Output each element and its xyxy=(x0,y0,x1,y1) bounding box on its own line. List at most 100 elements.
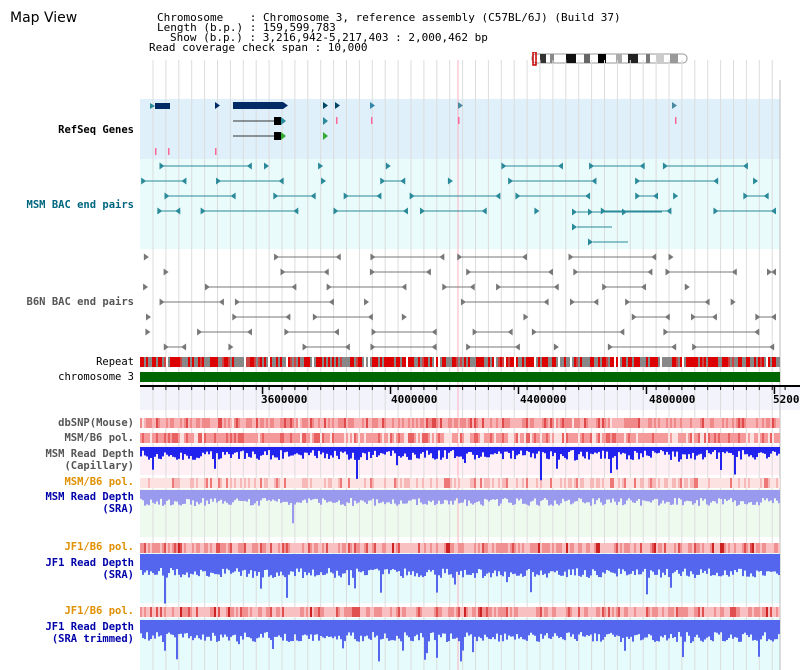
jf1-trimmed-depth xyxy=(220,620,222,635)
msm-pol2-cell xyxy=(656,478,658,488)
jf1-trimmed-depth xyxy=(412,620,414,642)
jf1-sra-depth xyxy=(494,554,496,571)
dbsnp-cell xyxy=(726,418,728,428)
jf1-pol-cell xyxy=(464,543,466,553)
jf1-pol-cell xyxy=(402,543,404,553)
track-label-refseq[interactable]: RefSeq Genes xyxy=(58,124,134,136)
repeat-segment xyxy=(640,357,642,367)
dbsnp-cell xyxy=(576,418,578,428)
jf1-pol-cell xyxy=(692,543,694,553)
jf1-pol-cell xyxy=(466,543,468,553)
track-label-repeat: Repeat xyxy=(96,356,134,368)
dbsnp-cell xyxy=(560,418,562,428)
msm-sra-depth xyxy=(546,490,548,500)
jf1-pol-cell xyxy=(416,543,418,553)
msm-capillary-depth xyxy=(448,447,450,453)
repeat-segment xyxy=(230,357,232,367)
msm-pol2-cell xyxy=(678,478,680,488)
msm-pol-cell xyxy=(646,433,648,443)
msm-pol2-cell xyxy=(360,478,362,488)
repeat-segment xyxy=(562,357,564,367)
jf1-sra-depth xyxy=(262,554,264,578)
msm-sra-depth xyxy=(176,490,178,502)
jf1-pol-cell xyxy=(338,543,340,553)
jf1-pol2-cell xyxy=(650,607,652,617)
msm-sra-depth xyxy=(624,490,626,505)
dbsnp-cell xyxy=(528,418,530,428)
jf1-sra-depth xyxy=(370,554,372,570)
track-label-msm-depth-sra[interactable]: MSM Read Depth xyxy=(45,491,134,503)
track-label-dbsnp[interactable]: dbSNP(Mouse) xyxy=(58,417,134,429)
repeat-segment xyxy=(714,357,716,367)
track-label-msm-b6-pol[interactable]: MSM/B6 pol. xyxy=(64,432,134,444)
repeat-segment xyxy=(730,357,732,367)
jf1-pol-cell xyxy=(682,543,684,553)
jf1-pol-cell xyxy=(166,543,168,553)
msm-sra-depth xyxy=(696,490,698,501)
jf1-sra-depth xyxy=(678,554,680,574)
msm-pol2-cell xyxy=(590,478,592,488)
track-label-jf1-b6-pol[interactable]: JF1/B6 pol. xyxy=(64,541,134,553)
msm-sra-depth xyxy=(466,490,468,506)
jf1-sra-depth xyxy=(156,554,158,575)
msm-pol-cell xyxy=(678,433,680,443)
track-label-msm-b6-pol-2[interactable]: MSM/B6 pol. xyxy=(64,476,134,488)
jf1-pol-cell xyxy=(334,543,336,553)
track-label-msm-depth-capillary[interactable]: MSM Read Depth xyxy=(45,448,134,460)
msm-pol2-cell xyxy=(338,478,340,488)
repeat-segment xyxy=(352,357,354,367)
track-label-jf1-b6-pol-2[interactable]: JF1/B6 pol. xyxy=(64,605,134,617)
jf1-sra-depth xyxy=(214,554,216,575)
msm-sra-depth xyxy=(334,490,336,503)
gene-arrow xyxy=(323,132,328,140)
dbsnp-cell xyxy=(214,418,216,428)
repeat-segment xyxy=(396,357,398,367)
jf1-trimmed-depth xyxy=(704,620,706,640)
msm-pol-cell xyxy=(750,433,752,443)
jf1-pol-cell xyxy=(330,543,332,553)
msm-capillary-depth xyxy=(354,447,356,460)
msm-pol-cell xyxy=(594,433,596,443)
jf1-sra-depth xyxy=(232,554,234,573)
b6n-bac-end xyxy=(671,343,677,351)
track-label-msm-bac[interactable]: MSM BAC end pairs xyxy=(26,199,134,211)
jf1-pol2-cell xyxy=(182,607,184,617)
msm-pol-cell xyxy=(376,433,378,443)
jf1-pol-cell xyxy=(664,543,666,553)
track-label-jf1-depth-sra[interactable]: JF1 Read Depth xyxy=(45,557,134,569)
jf1-sra-depth xyxy=(440,554,442,578)
jf1-sra-depth xyxy=(576,554,578,569)
msm-bac-end xyxy=(572,208,577,216)
dbsnp-cell xyxy=(520,418,522,428)
jf1-trimmed-depth xyxy=(422,620,424,638)
msm-sra-depth xyxy=(436,490,438,504)
msm-capillary-depth xyxy=(762,447,764,454)
jf1-pol2-cell xyxy=(454,607,456,617)
msm-capillary-depth xyxy=(400,447,402,458)
dbsnp-cell xyxy=(694,418,696,428)
jf1-pol-cell xyxy=(590,543,592,553)
track-label-b6n-bac[interactable]: B6N BAC end pairs xyxy=(26,296,134,308)
msm-pol-cell xyxy=(156,433,158,443)
jf1-pol2-cell xyxy=(692,607,694,617)
chromosome-ideogram[interactable] xyxy=(528,52,692,66)
gene-arrow xyxy=(323,117,328,125)
jf1-trimmed-depth xyxy=(356,620,358,642)
msm-pol-cell xyxy=(306,433,308,443)
jf1-pol-cell xyxy=(260,543,262,553)
repeat-segment xyxy=(162,357,164,367)
track-label-jf1-depth-trimmed[interactable]: JF1 Read Depth xyxy=(45,621,134,633)
msm-sra-depth xyxy=(172,490,174,505)
jf1-pol-cell xyxy=(772,543,774,553)
jf1-trimmed-depth xyxy=(328,620,330,637)
jf1-trimmed-depth xyxy=(376,620,378,636)
jf1-sra-depth xyxy=(178,554,180,575)
b6n-bac-end xyxy=(143,283,149,291)
repeat-segment xyxy=(630,357,632,367)
repeat-segment xyxy=(202,357,204,367)
dbsnp-cell xyxy=(182,418,184,428)
msm-sra-depth xyxy=(374,490,376,506)
msm-bac-end xyxy=(380,177,386,185)
msm-pol2-cell xyxy=(700,478,702,488)
